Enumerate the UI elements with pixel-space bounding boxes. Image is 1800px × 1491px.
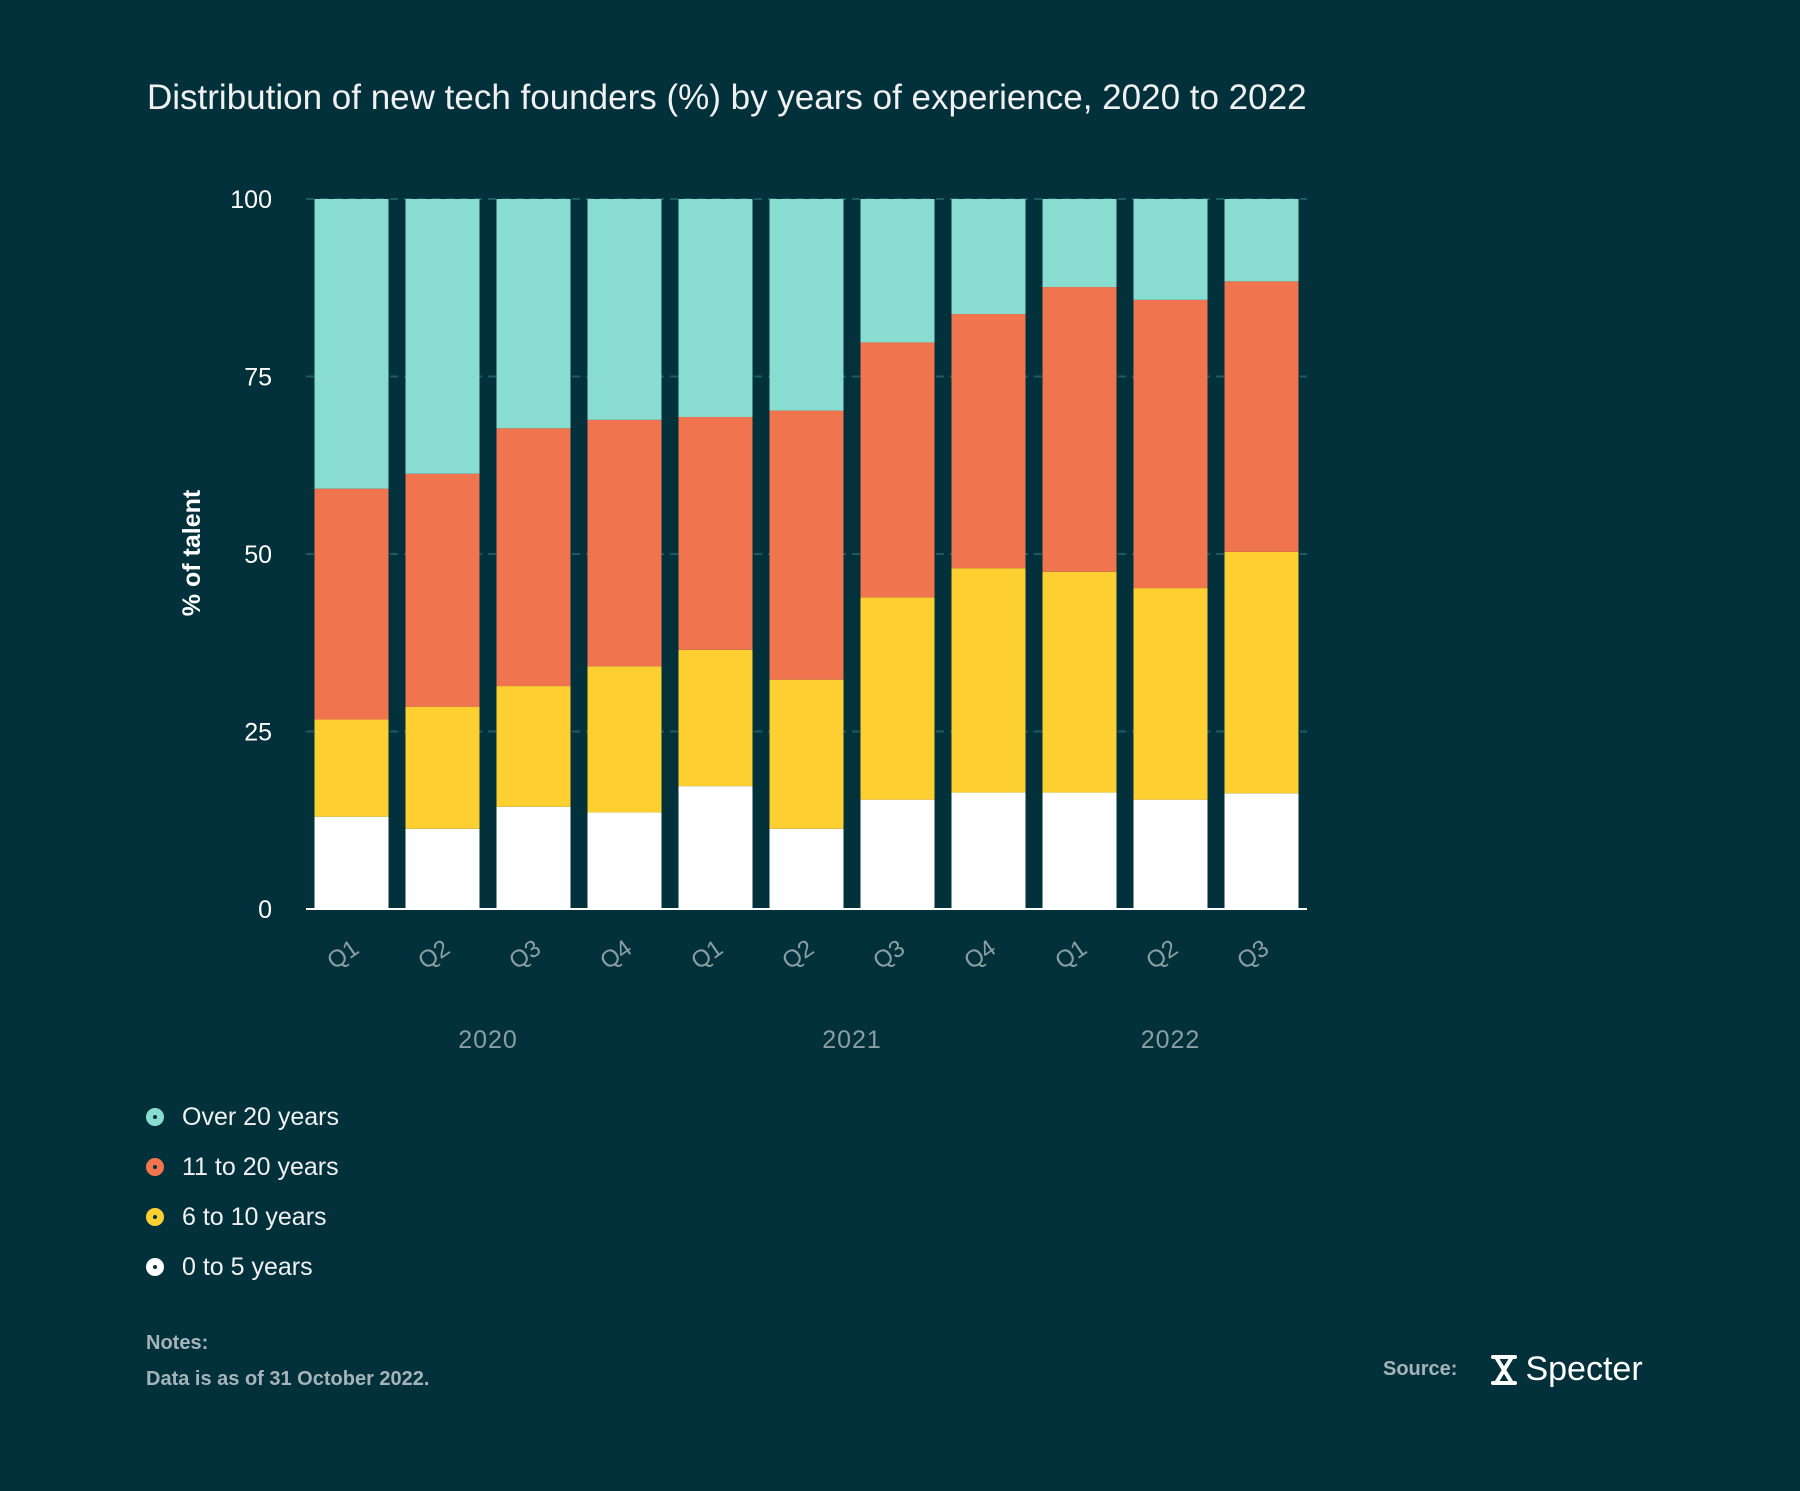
bar-segment [951, 199, 1026, 315]
x-tick-label: Q4 [595, 935, 637, 975]
x-tick-label: Q1 [322, 935, 364, 975]
y-tick-label: 50 [244, 541, 272, 569]
bar-segment [769, 199, 844, 411]
bar-segment [678, 786, 753, 909]
bar-segment [678, 199, 753, 417]
bar-segment [496, 428, 571, 687]
bar-segment [1133, 199, 1208, 300]
bar-segment [314, 199, 389, 489]
bar-segment [860, 597, 935, 800]
bar-segment [405, 706, 480, 829]
bar-segment [860, 799, 935, 909]
y-axis-label: % of talent [178, 489, 206, 616]
source-label: Source: [1383, 1358, 1458, 1380]
legend-label: 0 to 5 years [182, 1252, 313, 1281]
legend-item-0-to-5: 0 to 5 years [146, 1242, 339, 1292]
bar-segment [587, 666, 662, 813]
legend-label: Over 20 years [182, 1102, 340, 1131]
legend-item-11-to-20: 11 to 20 years [146, 1142, 339, 1192]
bar-segment [405, 199, 480, 474]
bar-segment [405, 828, 480, 909]
legend-marker [146, 1158, 164, 1176]
year-label: 2021 [822, 1026, 882, 1054]
bar-segment [587, 419, 662, 667]
bar-segment [587, 812, 662, 909]
legend: Over 20 years 11 to 20 years 6 to 10 yea… [146, 1092, 339, 1292]
x-tick-label: Q2 [777, 935, 819, 975]
hourglass-icon [1491, 1354, 1518, 1385]
x-tick-label: Q2 [1141, 935, 1183, 975]
bar-segment [1224, 551, 1299, 794]
legend-marker [146, 1258, 164, 1276]
x-tick-label: Q1 [1050, 935, 1092, 975]
bar-segment [951, 792, 1026, 909]
year-label: 2022 [1141, 1026, 1201, 1054]
y-tick-label: 0 [258, 896, 272, 924]
x-tick-label: Q3 [868, 935, 910, 975]
bar-segment [1133, 799, 1208, 909]
bar-segment [678, 649, 753, 787]
bar-segment [314, 488, 389, 720]
x-tick-label: Q1 [686, 935, 728, 975]
notes: Notes: Data is as of 31 October 2022. [146, 1325, 429, 1397]
bar-segment [1224, 281, 1299, 552]
bar-segment [769, 410, 844, 680]
legend-marker [146, 1108, 164, 1126]
bar-segment [405, 473, 480, 707]
x-tick-label: Q3 [1232, 935, 1274, 975]
bar-segment [769, 828, 844, 909]
legend-label: 11 to 20 years [182, 1152, 339, 1181]
notes-text: Data is as of 31 October 2022. [146, 1368, 430, 1390]
bar-segment [1224, 199, 1299, 282]
bar-segment [314, 816, 389, 909]
bar-segment [951, 568, 1026, 793]
brand-logo: Specter [1491, 1350, 1643, 1389]
bar-segment [860, 199, 935, 343]
chart-title: Distribution of new tech founders (%) by… [147, 78, 1307, 117]
bar-segment [496, 199, 571, 429]
bar-segment [860, 342, 935, 598]
x-tick-label: Q3 [504, 935, 546, 975]
bar-segment [951, 314, 1026, 569]
brand-name: Specter [1525, 1350, 1643, 1388]
bar-segment [678, 416, 753, 650]
bar-segment [496, 806, 571, 909]
legend-label: 6 to 10 years [182, 1202, 327, 1231]
bar-segment [769, 679, 844, 829]
legend-marker [146, 1208, 164, 1226]
notes-heading: Notes: [146, 1332, 209, 1354]
y-tick-label: 75 [244, 364, 272, 392]
bar-segment [587, 199, 662, 420]
bars [314, 199, 1299, 909]
source: Source: Specter [1383, 1350, 1643, 1389]
y-tick-label: 100 [230, 186, 272, 214]
x-tick-label: Q2 [413, 935, 455, 975]
bar-segment [1224, 793, 1299, 909]
legend-item-6-to-10: 6 to 10 years [146, 1192, 339, 1242]
legend-item-over-20: Over 20 years [146, 1092, 339, 1142]
bar-segment [1042, 287, 1117, 572]
year-label: 2020 [458, 1026, 518, 1054]
bar-segment [1042, 792, 1117, 909]
bar-segment [1042, 571, 1117, 793]
bar-segment [1042, 199, 1117, 288]
bar-segment [1133, 588, 1208, 800]
x-tick-label: Q4 [959, 935, 1001, 975]
bar-segment [1133, 299, 1208, 589]
bar-segment [496, 686, 571, 807]
bar-segment [314, 719, 389, 817]
y-tick-label: 25 [244, 719, 272, 747]
